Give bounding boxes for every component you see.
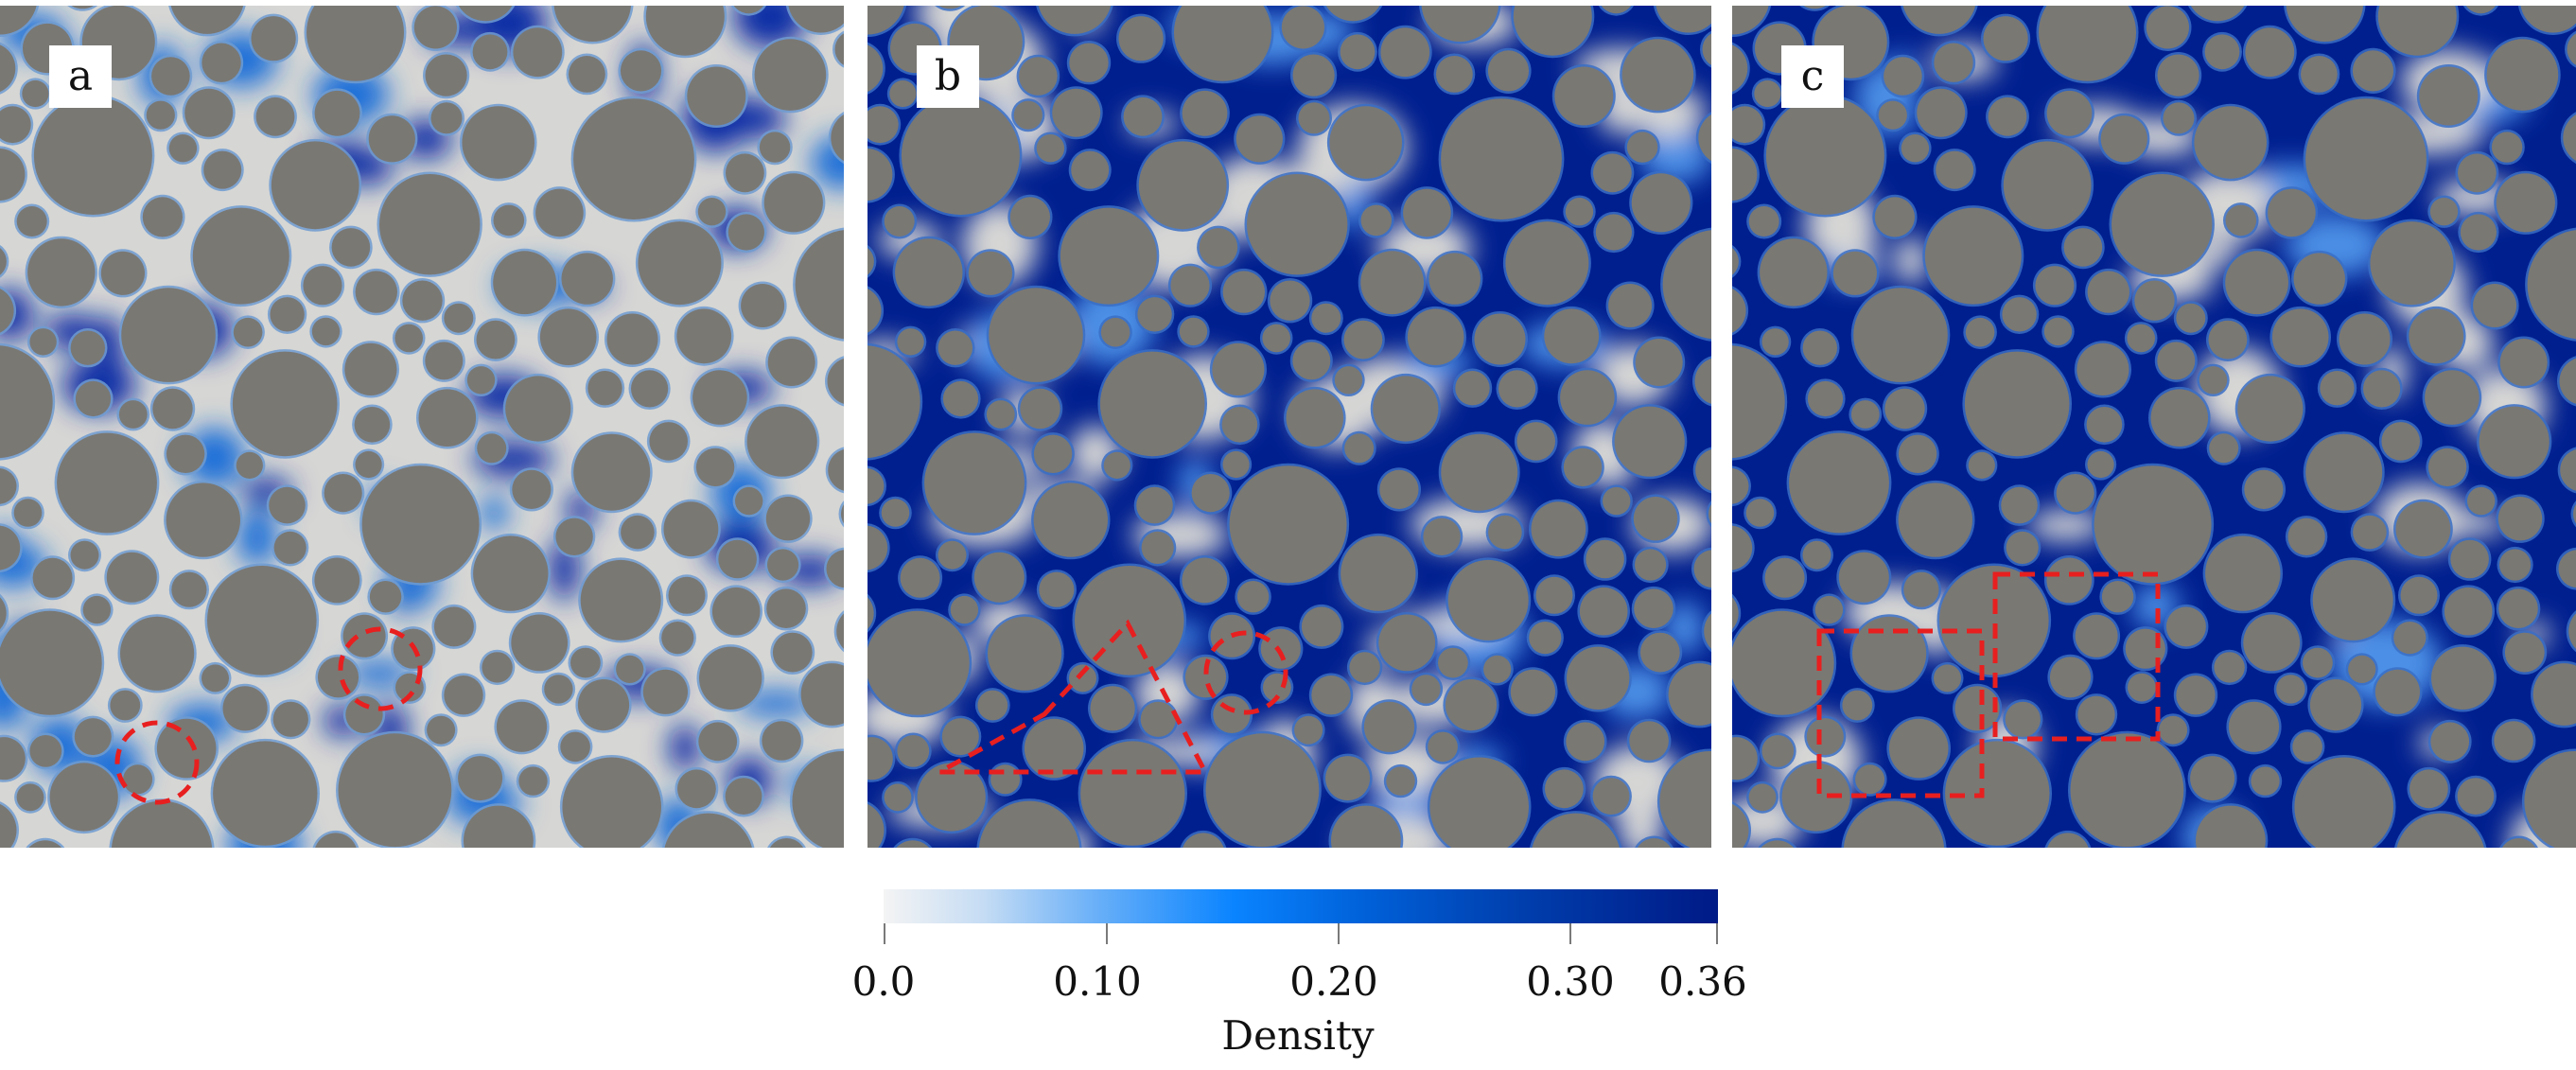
panel-c-label: c [1781, 45, 1844, 108]
panel-a: a [0, 6, 844, 848]
colorbar-tick-3 [1569, 923, 1571, 944]
colorbar-tick-2 [1338, 923, 1340, 944]
annotation-circle-1 [338, 626, 423, 711]
panel-c-image [1732, 6, 2576, 848]
annotation-circle-0 [114, 720, 200, 805]
panel-b-image [867, 6, 1711, 848]
panel-a-image [0, 6, 844, 848]
colorbar-tick-1 [1106, 923, 1108, 944]
annotation-square-1 [1992, 571, 2161, 742]
colorbar-tick-0 [884, 923, 885, 944]
colorbar-label-1: 0.10 [1053, 958, 1142, 1005]
annotation-triangle-0 [938, 619, 1210, 775]
density-colorbar [884, 889, 1718, 923]
annotation-square-0 [1816, 628, 1985, 798]
colorbar-title: Density [1221, 1012, 1375, 1059]
colorbar-label-3: 0.30 [1526, 958, 1615, 1005]
colorbar-label-0: 0.0 [851, 958, 916, 1005]
panel-a-label: a [49, 45, 112, 108]
colorbar-label-4: 0.36 [1658, 958, 1747, 1005]
colorbar-label-2: 0.20 [1289, 958, 1378, 1005]
colorbar-tick-4 [1716, 923, 1718, 944]
annotation-circle-1 [1203, 630, 1288, 715]
panel-b-label: b [917, 45, 979, 108]
panel-b: b [867, 6, 1711, 848]
panel-c: c [1732, 6, 2576, 848]
